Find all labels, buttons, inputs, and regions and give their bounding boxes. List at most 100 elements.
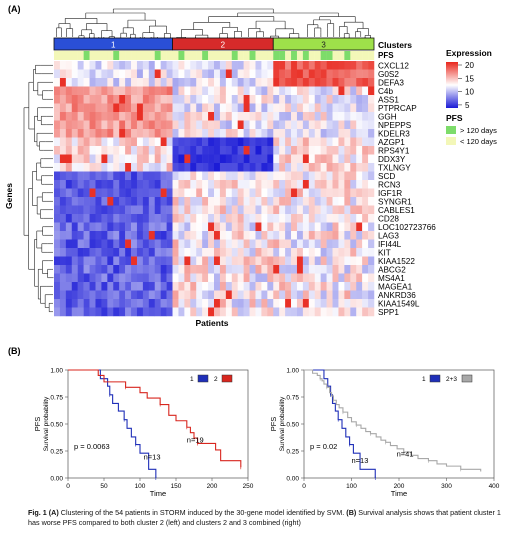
heatmap-cell [332,273,339,283]
heatmap-cell [77,95,84,104]
heatmap-cell [142,120,150,130]
heatmap-cell [225,78,233,87]
heatmap-cell [243,86,250,96]
heatmap-cell [219,307,227,317]
pfs-legend-swatch [446,126,456,134]
heatmap-cell [142,197,150,206]
heatmap-cell [249,231,256,240]
heatmap-cell [249,61,256,70]
heatmap-cell [154,307,161,317]
heatmap-cell [302,273,310,283]
heatmap-cell [231,95,238,104]
heatmap-cell [83,197,90,206]
heatmap-cell [101,171,108,181]
heatmap-cell [255,129,262,138]
heatmap-cell [54,154,61,164]
legend-label: 1 [190,376,194,383]
heatmap-cell [332,146,339,155]
heatmap-cell [107,222,114,232]
heatmap-cell [101,112,108,121]
heatmap-cell [184,146,191,155]
heatmap-cell [154,171,161,181]
heatmap-cell [326,137,333,147]
heatmap-cell [296,222,304,232]
heatmap-cell [131,86,138,96]
heatmap-cell [314,95,321,104]
heatmap-cell [148,273,155,283]
heatmap-cell [356,120,363,130]
heatmap-cell [196,86,203,96]
heatmap-cell [131,103,138,113]
heatmap-cell [214,239,221,249]
heatmap-cell [59,188,67,198]
heatmap-cell [131,222,138,232]
heatmap-cell [356,86,363,96]
heatmap-cell [314,171,321,181]
km-plot-cluster1-vs-2: 0.000.250.500.751.000 50 100 150 200 250TimeP… [33,368,254,499]
heatmap-cell [160,95,167,104]
heatmap-cell [113,248,120,257]
heatmap-cell [101,197,108,206]
heatmap-cell [219,214,227,223]
heatmap-cell [350,129,357,138]
heatmap-cell [332,112,339,121]
heatmap-cell [95,231,102,240]
heatmap-cell [172,120,179,130]
heatmap-cell [166,307,173,317]
heatmap-cell [107,299,114,308]
heatmap-cell [285,222,292,232]
heatmap-cell [172,69,179,79]
pfs-cell [338,51,345,60]
heatmap-cell [326,239,333,249]
heatmap-cell [243,163,250,172]
legend-swatch [461,374,473,383]
heatmap-cell [59,120,67,130]
heatmap-cell [362,69,369,79]
caption-b-text: Survival analysis shows that patient clu… [28,508,501,527]
heatmap-cell [314,86,321,96]
heatmap-cell [154,290,161,300]
heatmap-cell [119,290,126,300]
heatmap-cell [314,69,321,79]
heatmap-cell [368,112,375,121]
heatmap-cell [190,103,197,113]
heatmap-cell [362,214,369,223]
heatmap-cell [172,188,179,198]
heatmap-cell [101,222,108,232]
heatmap-cell [202,197,209,206]
heatmap-cell [255,163,262,172]
heatmap-cell [231,112,238,121]
heatmap-cell [71,222,78,232]
heatmap-cell [190,129,197,138]
gene-label: MAGEA1 [378,283,413,292]
heatmap-cell [291,214,298,223]
caption-b-label: (B) [346,508,357,517]
heatmap-cell [285,231,292,240]
heatmap-cell [178,180,185,189]
heatmap-cell [314,239,321,249]
heatmap-cell [219,154,227,164]
heatmap-cell [214,129,221,138]
heatmap-cell [54,214,61,223]
heatmap-cell [243,61,250,70]
heatmap-cell [202,86,209,96]
heatmap-cell [65,248,73,257]
heatmap-cell [65,69,73,79]
heatmap-cell [101,146,108,155]
heatmap-cell [208,231,215,240]
heatmap-cell [89,180,96,189]
heatmap-cell [154,146,161,155]
heatmap-cell [59,222,67,232]
heatmap-cell [196,222,203,232]
heatmap-cell [326,163,333,172]
p-value-label: p = 0.02 [310,442,337,451]
heatmap-cell [225,69,233,79]
heatmap-cell [344,129,351,138]
gene-label: IFI44L [378,240,402,249]
heatmap-cell [89,239,96,249]
heatmap-cell [59,146,67,155]
heatmap-cell [184,120,191,130]
heatmap-cell [59,282,67,291]
